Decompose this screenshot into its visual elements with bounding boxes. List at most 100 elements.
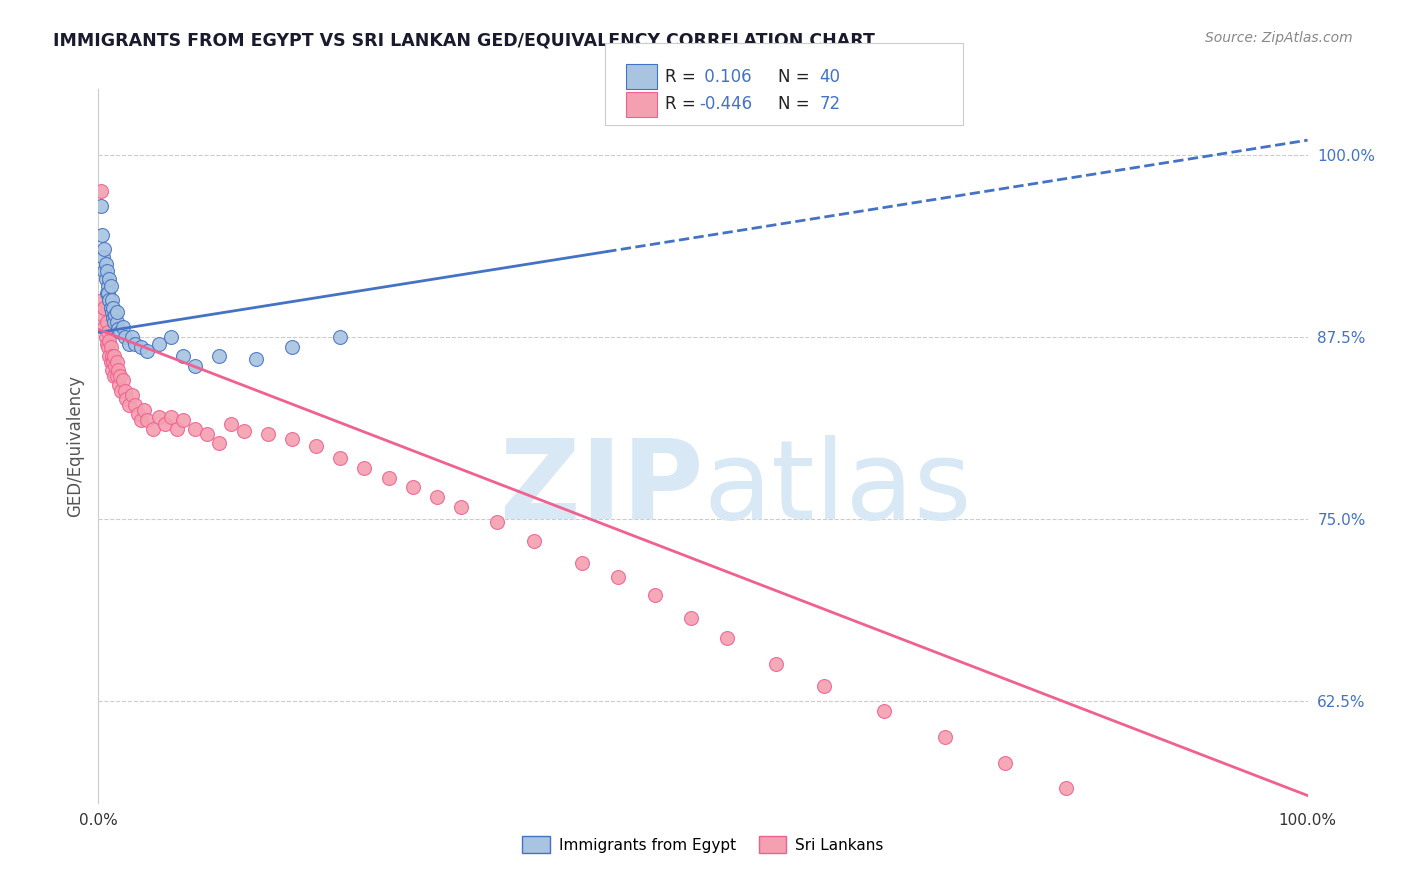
Text: R =: R = [665,68,702,86]
Point [96,286,118,301]
Point [100,301,122,315]
Point [118,337,141,351]
Point [172,413,194,427]
Text: 72: 72 [820,95,841,113]
Point [105,369,128,384]
Point [195,427,218,442]
Point [813,679,835,693]
Point [104,359,127,373]
Point [94,330,117,344]
Point [256,427,278,442]
Point [148,337,170,351]
Point [114,330,136,344]
Point [377,471,399,485]
Point [523,533,546,548]
Text: Source: ZipAtlas.com: Source: ZipAtlas.com [1205,31,1353,45]
Point [108,326,131,340]
Point [129,340,152,354]
Point [100,354,122,368]
Point [486,515,509,529]
Point [90,184,112,198]
Point [97,340,120,354]
Point [607,570,630,584]
Point [96,315,118,329]
Point [184,421,207,435]
Point [208,436,231,450]
Text: -0.446: -0.446 [699,95,752,113]
Point [153,417,176,432]
Point [93,319,115,334]
Point [111,374,134,388]
Point [100,363,122,377]
Point [135,413,157,427]
Point [142,421,165,435]
Point [96,337,118,351]
Point [873,704,896,718]
Text: N =: N = [778,68,814,86]
Point [93,264,115,278]
Point [91,250,114,264]
Text: N =: N = [778,95,814,113]
Text: 0.106: 0.106 [699,68,751,86]
Point [105,305,128,319]
Point [121,330,143,344]
Point [91,293,114,308]
Point [90,199,112,213]
Point [107,322,129,336]
Point [305,439,328,453]
Text: atlas: atlas [703,435,972,542]
Point [115,392,138,407]
Point [98,293,121,308]
Point [184,359,207,373]
Point [329,330,352,344]
Point [100,349,122,363]
Point [98,271,121,285]
Point [679,611,702,625]
Y-axis label: GED/Equivalency: GED/Equivalency [66,375,84,517]
Point [571,556,593,570]
Point [994,756,1017,771]
Point [124,398,146,412]
Point [127,407,149,421]
Point [103,349,125,363]
Point [111,319,134,334]
Point [166,421,188,435]
Point [118,398,141,412]
Point [934,731,956,745]
Point [91,227,114,242]
Point [281,432,304,446]
Point [100,340,122,354]
Point [124,337,146,351]
Point [135,344,157,359]
Point [160,409,183,424]
Point [94,271,117,285]
Point [97,278,120,293]
Point [232,425,254,439]
Point [1236,847,1258,861]
Point [402,480,425,494]
Point [134,402,156,417]
Point [121,388,143,402]
Point [281,340,304,354]
Point [93,301,115,315]
Point [107,363,129,377]
Point [148,409,170,424]
Text: IMMIGRANTS FROM EGYPT VS SRI LANKAN GED/EQUIVALENCY CORRELATION CHART: IMMIGRANTS FROM EGYPT VS SRI LANKAN GED/… [53,31,876,49]
Point [96,264,118,278]
Point [101,301,124,315]
Point [172,349,194,363]
Point [353,460,375,475]
Point [1054,781,1077,796]
Point [98,349,121,363]
Point [103,369,125,384]
Point [426,490,449,504]
Point [100,278,122,293]
Point [108,369,131,384]
Point [1102,805,1125,820]
Point [101,310,124,325]
Point [93,243,115,257]
Point [105,354,128,368]
Point [160,330,183,344]
Point [716,632,738,646]
Point [1152,825,1174,839]
